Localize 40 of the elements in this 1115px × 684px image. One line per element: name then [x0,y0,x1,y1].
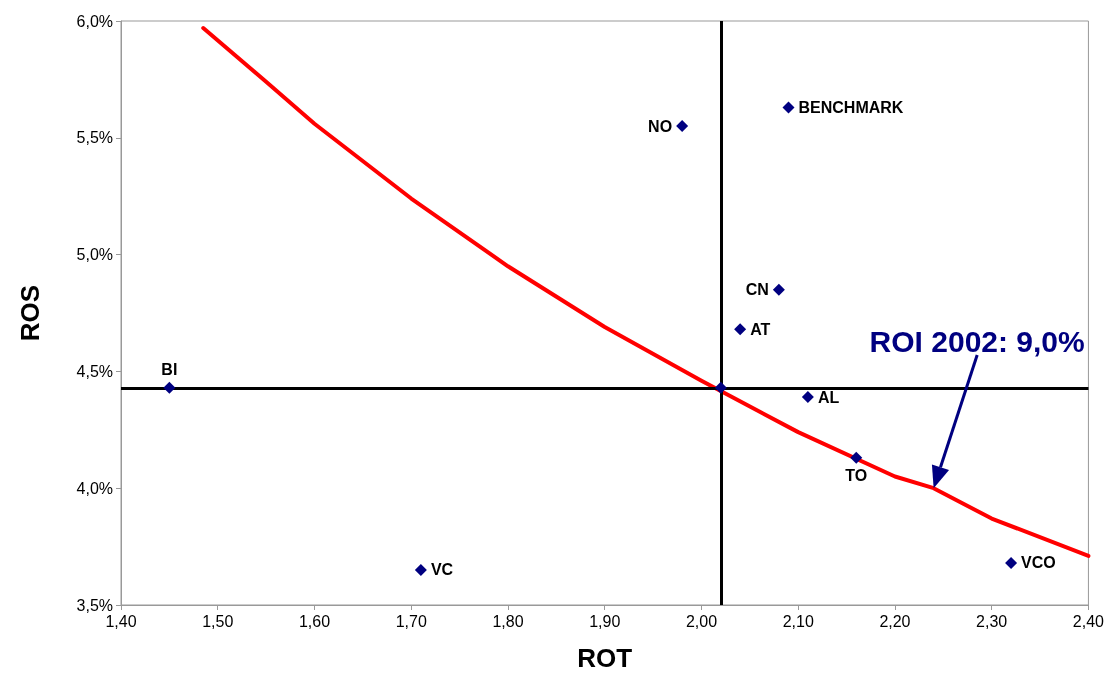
y-tick-label: 4,0% [76,479,113,497]
x-axis-title: ROT [577,643,633,673]
x-tick-label: 2,10 [782,612,814,630]
y-tick-label: 6,0% [76,12,113,30]
x-tick-label: 1,40 [105,612,137,630]
y-tick-label: 3,5% [76,596,113,614]
x-tick-label: 2,30 [976,612,1008,630]
x-tick-label: 2,20 [879,612,911,630]
x-tick-label: 1,70 [395,612,427,630]
data-label: TO [845,467,868,485]
y-axis-title: ROS [15,284,45,342]
annotation: ROI 2002: 9,0% [869,325,1085,359]
point [734,323,747,336]
data-label: AL [817,388,840,406]
point [782,101,795,114]
data-label: BI [161,361,178,379]
point [772,283,785,296]
data-label: VC [430,561,454,579]
point [163,381,176,394]
data-label: VCO [1021,554,1056,572]
point [414,563,427,576]
y-tick-label: 5,0% [76,246,113,264]
line-series [201,26,1091,558]
y-tick-label: 5,5% [76,129,113,147]
data-label: AT [750,320,771,338]
data-label: BENCHMARK [798,98,904,116]
x-tick-label: 2,40 [1072,612,1105,630]
x-tick-label: 1,90 [589,612,621,630]
x-tick-label: 1,50 [202,612,234,630]
point [801,391,814,404]
x-tick-label: 1,60 [298,612,331,630]
point [714,381,727,394]
y-tick-label: 4,5% [76,362,113,380]
point [850,451,863,464]
x-tick-label: 1,80 [492,612,524,630]
data-label: NO [648,117,673,135]
x-tick-label: 2,00 [685,612,718,630]
point [1005,556,1018,569]
point [676,120,689,133]
data-label: CN [745,281,769,299]
